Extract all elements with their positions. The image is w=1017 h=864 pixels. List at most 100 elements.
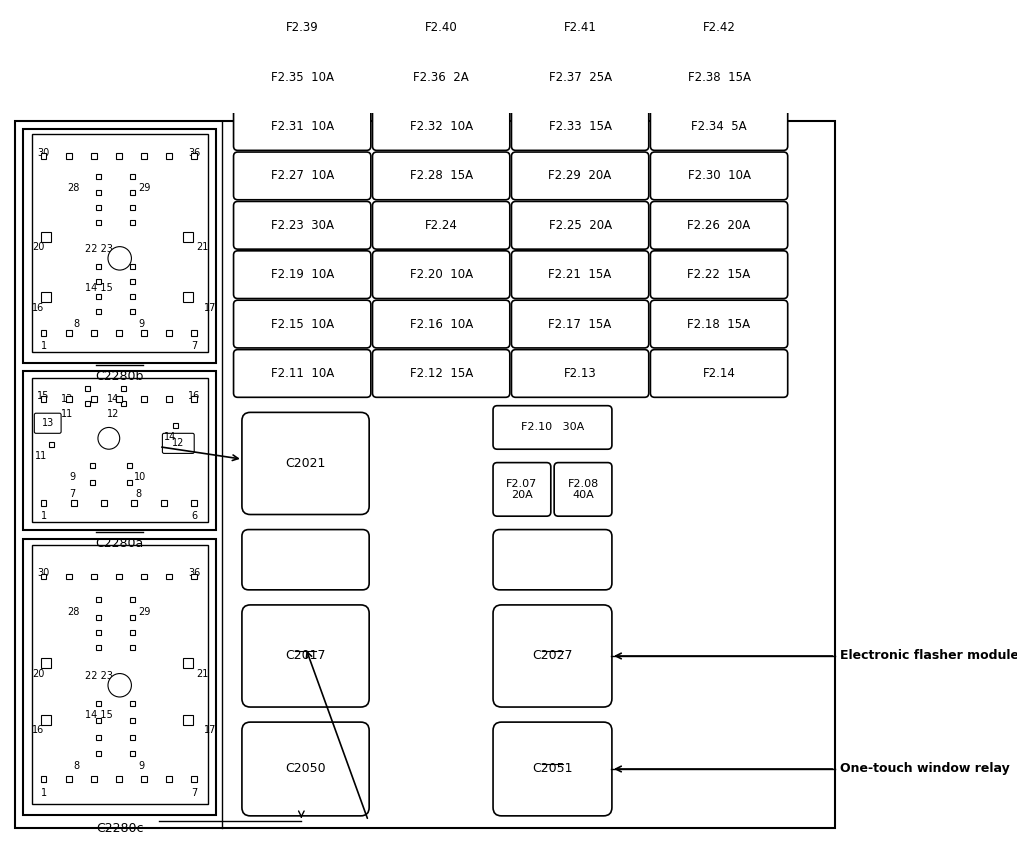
Text: 9: 9: [138, 760, 144, 771]
Bar: [97, 734, 102, 740]
Text: 17: 17: [204, 302, 217, 313]
Text: F2.31  10A: F2.31 10A: [271, 120, 334, 133]
FancyBboxPatch shape: [234, 350, 371, 397]
FancyBboxPatch shape: [234, 103, 371, 150]
FancyBboxPatch shape: [512, 103, 649, 150]
Text: 1: 1: [41, 788, 47, 798]
Text: C2280b: C2280b: [96, 370, 143, 383]
Bar: [89, 480, 95, 486]
Bar: [41, 658, 51, 668]
FancyBboxPatch shape: [512, 251, 649, 299]
Bar: [191, 153, 197, 159]
Bar: [32, 544, 207, 804]
Text: 14: 14: [107, 394, 119, 404]
Text: 20: 20: [32, 243, 44, 252]
Bar: [131, 500, 137, 505]
Bar: [66, 776, 71, 782]
Bar: [121, 385, 126, 391]
Bar: [183, 292, 193, 302]
Bar: [130, 295, 135, 299]
Bar: [97, 219, 102, 225]
Bar: [166, 330, 172, 336]
FancyBboxPatch shape: [651, 103, 788, 150]
Bar: [141, 330, 146, 336]
FancyBboxPatch shape: [372, 152, 510, 200]
Bar: [116, 574, 122, 580]
FancyBboxPatch shape: [651, 3, 788, 52]
Bar: [183, 232, 193, 242]
Text: 29: 29: [138, 607, 151, 617]
FancyBboxPatch shape: [242, 530, 369, 590]
Text: 12: 12: [172, 438, 184, 448]
Bar: [97, 295, 102, 299]
Bar: [97, 615, 102, 620]
Bar: [41, 232, 51, 242]
Bar: [85, 401, 91, 406]
FancyBboxPatch shape: [242, 605, 369, 707]
Text: One-touch window relay: One-touch window relay: [840, 763, 1009, 776]
FancyBboxPatch shape: [372, 201, 510, 249]
Bar: [41, 574, 47, 580]
Bar: [130, 309, 135, 314]
Text: C2280a: C2280a: [96, 537, 143, 550]
Text: 7: 7: [191, 788, 197, 798]
Text: F2.19  10A: F2.19 10A: [271, 268, 334, 281]
Bar: [191, 396, 197, 402]
Text: 20: 20: [32, 669, 44, 678]
Text: F2.30  10A: F2.30 10A: [687, 169, 751, 182]
Text: 15: 15: [38, 391, 50, 401]
FancyBboxPatch shape: [234, 201, 371, 249]
Text: F2.25  20A: F2.25 20A: [548, 219, 611, 232]
Bar: [66, 396, 71, 402]
Bar: [130, 645, 135, 650]
Bar: [89, 463, 95, 468]
Bar: [66, 153, 71, 159]
FancyBboxPatch shape: [372, 251, 510, 299]
Bar: [191, 500, 197, 505]
Bar: [91, 396, 97, 402]
Text: 29: 29: [138, 183, 151, 193]
Bar: [97, 702, 102, 706]
Text: F2.37  25A: F2.37 25A: [548, 71, 611, 84]
Bar: [130, 190, 135, 194]
FancyBboxPatch shape: [234, 300, 371, 348]
FancyBboxPatch shape: [493, 530, 612, 590]
Bar: [85, 385, 91, 391]
Text: F2.33  15A: F2.33 15A: [548, 120, 611, 133]
Text: C2280c: C2280c: [96, 822, 143, 835]
FancyBboxPatch shape: [372, 350, 510, 397]
Text: 7: 7: [191, 341, 197, 352]
Text: 30: 30: [38, 148, 50, 158]
Text: 12: 12: [107, 409, 120, 419]
Text: F2.22  15A: F2.22 15A: [687, 268, 751, 281]
Bar: [41, 153, 47, 159]
Bar: [97, 718, 102, 723]
Text: F2.24: F2.24: [425, 219, 458, 232]
Bar: [97, 630, 102, 635]
Bar: [50, 442, 55, 447]
FancyBboxPatch shape: [234, 251, 371, 299]
Circle shape: [98, 428, 120, 449]
Bar: [97, 264, 102, 270]
Text: F2.41: F2.41: [563, 22, 597, 35]
Text: F2.29  20A: F2.29 20A: [548, 169, 612, 182]
FancyBboxPatch shape: [651, 300, 788, 348]
Text: 13: 13: [61, 394, 73, 404]
Text: F2.40: F2.40: [425, 22, 458, 35]
Text: C2027: C2027: [532, 650, 573, 663]
FancyBboxPatch shape: [234, 152, 371, 200]
Text: 28: 28: [67, 183, 79, 193]
Bar: [130, 615, 135, 620]
Text: 9: 9: [138, 319, 144, 328]
Bar: [97, 645, 102, 650]
FancyBboxPatch shape: [512, 152, 649, 200]
FancyBboxPatch shape: [242, 722, 369, 816]
Text: Electronic flasher module: Electronic flasher module: [840, 650, 1017, 663]
Bar: [161, 500, 167, 505]
FancyBboxPatch shape: [512, 3, 649, 52]
FancyBboxPatch shape: [372, 103, 510, 150]
FancyBboxPatch shape: [651, 201, 788, 249]
Bar: [191, 776, 197, 782]
Text: 21: 21: [196, 669, 210, 678]
Bar: [141, 776, 146, 782]
